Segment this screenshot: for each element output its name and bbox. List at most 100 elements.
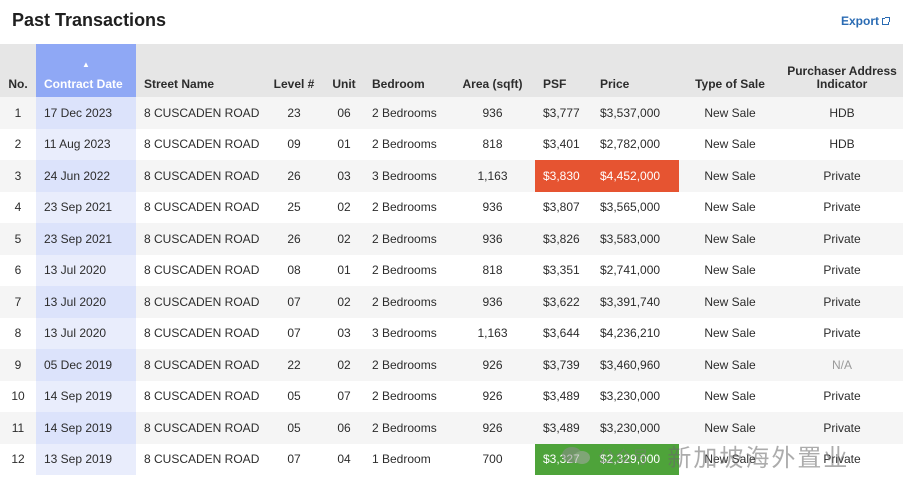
- column-header-type-of-sale[interactable]: Type of Sale: [695, 77, 765, 91]
- cell-unit: 02: [337, 357, 351, 372]
- cell-unit: 06: [337, 105, 351, 120]
- cell-level: 23: [287, 105, 301, 120]
- table-row[interactable]: 8 13 Jul 2020 8 CUSCADEN ROAD 07 03 3 Bedroom…: [0, 317, 903, 349]
- column-header-unit[interactable]: Unit: [332, 77, 356, 91]
- cell-type-of-sale: New Sale: [704, 200, 756, 215]
- cell-price: $3,460,960: [600, 357, 661, 372]
- cell-psf: $3,830: [535, 160, 592, 192]
- table-row[interactable]: 7 13 Jul 2020 8 CUSCADEN ROAD 07 02 2 Bedroom…: [0, 286, 903, 318]
- cell-price: $2,329,000: [592, 443, 679, 475]
- cell-price: $3,583,000: [600, 231, 661, 246]
- table-row[interactable]: 1 17 Dec 2023 8 CUSCADEN ROAD 23 06 2 Bedroom…: [0, 97, 903, 129]
- cell-contract-date: 11 Aug 2023: [36, 128, 136, 160]
- cell-psf: $3,826: [543, 231, 580, 246]
- table-row[interactable]: 3 24 Jun 2022 8 CUSCADEN ROAD 26 03 3 Bedroom…: [0, 160, 903, 192]
- cell-psf: $3,401: [543, 137, 580, 152]
- column-header-purchaser-address-indicator[interactable]: Purchaser Address Indicator: [781, 44, 903, 97]
- cell-no: 8: [14, 326, 22, 341]
- cell-price: $3,537,000: [600, 105, 661, 120]
- cell-no: 3: [14, 168, 22, 183]
- cell-type-of-sale: New Sale: [704, 294, 756, 309]
- cell-area: 818: [482, 137, 503, 152]
- cell-area: 926: [482, 389, 503, 404]
- column-header-label: Contract Date: [44, 77, 123, 91]
- column-header-street-name[interactable]: Street Name: [144, 77, 215, 91]
- table-row[interactable]: 5 23 Sep 2021 8 CUSCADEN ROAD 26 02 2 Bedroom…: [0, 223, 903, 255]
- table-body: 1 17 Dec 2023 8 CUSCADEN ROAD 23 06 2 Bedroom…: [0, 97, 903, 475]
- cell-type-of-sale: New Sale: [704, 231, 756, 246]
- cell-unit: 07: [337, 389, 351, 404]
- cell-area: 936: [482, 231, 503, 246]
- cell-no: 4: [14, 200, 22, 215]
- cell-street-name: 8 CUSCADEN ROAD: [144, 231, 260, 246]
- cell-type-of-sale: New Sale: [704, 263, 756, 278]
- cell-contract-date: 23 Sep 2021: [36, 223, 136, 255]
- cell-bedroom: 2 Bedrooms: [372, 200, 437, 215]
- cell-unit: 02: [337, 231, 351, 246]
- cell-street-name: 8 CUSCADEN ROAD: [144, 294, 260, 309]
- cell-no: 7: [14, 294, 22, 309]
- cell-bedroom: 1 Bedroom: [372, 452, 431, 467]
- table-row[interactable]: 12 13 Sep 2019 8 CUSCADEN ROAD 07 04 1 Bedroo…: [0, 443, 903, 475]
- table-row[interactable]: 11 14 Sep 2019 8 CUSCADEN ROAD 05 06 2 Bedroo…: [0, 412, 903, 444]
- cell-unit: 03: [337, 168, 351, 183]
- cell-price: $4,452,000: [592, 160, 679, 192]
- cell-price: $2,741,000: [600, 263, 661, 278]
- column-header-level[interactable]: Level #: [273, 77, 315, 91]
- cell-no: 1: [14, 105, 22, 120]
- cell-purchaser-indicator: Private: [823, 326, 861, 341]
- column-header-contract-date[interactable]: ▲ Contract Date: [36, 44, 136, 97]
- table-row[interactable]: 6 13 Jul 2020 8 CUSCADEN ROAD 08 01 2 Bedroom…: [0, 254, 903, 286]
- cell-psf: $3,807: [543, 200, 580, 215]
- column-header-no[interactable]: No.: [8, 77, 28, 91]
- external-link-icon: [882, 16, 890, 25]
- cell-price: $3,565,000: [600, 200, 661, 215]
- cell-street-name: 8 CUSCADEN ROAD: [144, 105, 260, 120]
- cell-psf: $3,622: [543, 294, 580, 309]
- cell-purchaser-indicator: HDB: [829, 105, 855, 120]
- column-header-price[interactable]: Price: [600, 77, 630, 91]
- cell-area: 1,163: [477, 326, 508, 341]
- column-header-label-line1: Purchaser Address: [787, 64, 897, 78]
- table-row[interactable]: 10 14 Sep 2019 8 CUSCADEN ROAD 05 07 2 Bedroo…: [0, 380, 903, 412]
- column-header-area[interactable]: Area (sqft): [462, 77, 523, 91]
- cell-level: 07: [287, 294, 301, 309]
- column-header-label-line2: Indicator: [816, 77, 868, 91]
- cell-psf: $3,489: [543, 420, 580, 435]
- cell-no: 9: [14, 357, 22, 372]
- cell-bedroom: 2 Bedrooms: [372, 231, 437, 246]
- cell-purchaser-indicator: Private: [823, 168, 861, 183]
- cell-type-of-sale: New Sale: [704, 105, 756, 120]
- column-header-psf[interactable]: PSF: [543, 77, 567, 91]
- table-header-row: No. ▲ Contract Date Street Name Level # …: [0, 44, 903, 97]
- cell-unit: 03: [337, 326, 351, 341]
- cell-purchaser-indicator: Private: [823, 389, 861, 404]
- cell-type-of-sale: New Sale: [704, 168, 756, 183]
- cell-type-of-sale: New Sale: [704, 357, 756, 372]
- cell-area: 926: [482, 420, 503, 435]
- cell-street-name: 8 CUSCADEN ROAD: [144, 137, 260, 152]
- table-row[interactable]: 9 05 Dec 2019 8 CUSCADEN ROAD 22 02 2 Bedroom…: [0, 349, 903, 381]
- cell-type-of-sale: New Sale: [704, 137, 756, 152]
- column-header-bedroom[interactable]: Bedroom: [372, 77, 425, 91]
- cell-bedroom: 2 Bedrooms: [372, 420, 437, 435]
- cell-level: 05: [287, 420, 301, 435]
- cell-contract-date: 24 Jun 2022: [36, 160, 136, 192]
- cell-contract-date: 17 Dec 2023: [36, 97, 136, 129]
- cell-price: $3,391,740: [600, 294, 661, 309]
- transactions-table: No. ▲ Contract Date Street Name Level # …: [0, 44, 903, 475]
- cell-type-of-sale: New Sale: [704, 420, 756, 435]
- cell-unit: 06: [337, 420, 351, 435]
- cell-psf: $3,739: [543, 357, 580, 372]
- cell-area: 936: [482, 105, 503, 120]
- export-button[interactable]: Export: [841, 14, 890, 28]
- cell-bedroom: 2 Bedrooms: [372, 357, 437, 372]
- cell-contract-date: 13 Jul 2020: [36, 254, 136, 286]
- cell-psf: $3,351: [543, 263, 580, 278]
- cell-level: 25: [287, 200, 301, 215]
- table-row[interactable]: 4 23 Sep 2021 8 CUSCADEN ROAD 25 02 2 Bedroom…: [0, 191, 903, 223]
- cell-no: 10: [11, 389, 25, 404]
- table-row[interactable]: 2 11 Aug 2023 8 CUSCADEN ROAD 09 01 2 Bedroom…: [0, 128, 903, 160]
- cell-bedroom: 3 Bedrooms: [372, 168, 437, 183]
- cell-contract-date: 13 Sep 2019: [36, 443, 136, 475]
